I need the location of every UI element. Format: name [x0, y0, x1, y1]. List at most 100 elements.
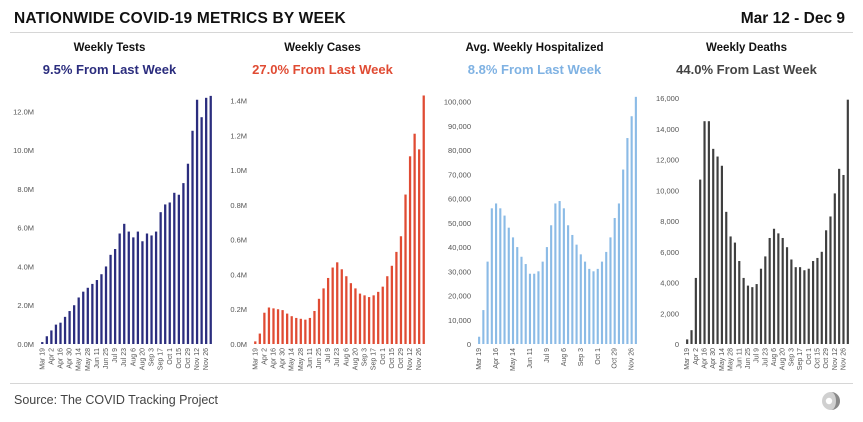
bar: [159, 212, 162, 344]
bar: [794, 267, 797, 344]
y-tick-label: 0.2M: [230, 305, 247, 314]
bar: [511, 237, 515, 344]
header: NATIONWIDE COVID-19 METRICS BY WEEK Mar …: [14, 8, 849, 32]
x-tick-label: Jun 11: [736, 348, 743, 369]
bar: [588, 268, 591, 344]
bar: [345, 276, 348, 344]
bar: [381, 286, 384, 344]
date-range: Mar 12 - Dec 9: [740, 10, 845, 27]
x-tick-label: Mar 19: [684, 348, 691, 370]
bar: [712, 148, 715, 344]
chart-title: Weekly Cases: [284, 42, 361, 54]
x-tick-label: Aug 6: [771, 348, 778, 366]
y-tick-label: 0.4M: [230, 270, 247, 279]
x-tick-label: Nov 26: [203, 348, 210, 370]
bar: [605, 251, 608, 344]
bar: [54, 324, 58, 344]
x-tick-label: Apr 2: [48, 348, 55, 365]
x-tick-label: Mar 19: [39, 348, 46, 370]
bar: [725, 211, 728, 344]
chart-change-label: 8.8% From Last Week: [467, 62, 602, 77]
bar: [829, 216, 832, 344]
bar: [59, 322, 62, 344]
bar: [520, 256, 523, 344]
footer-divider: [10, 383, 853, 384]
y-tick-label: 70,000: [448, 170, 471, 179]
x-tick-label: Jun 11: [94, 348, 101, 369]
bar: [182, 183, 185, 344]
bar: [363, 295, 366, 344]
x-tick-label: Sep 3: [149, 348, 156, 366]
x-tick-label: Aug 6: [343, 348, 350, 366]
y-tick-label: 2,000: [660, 309, 679, 318]
bar: [567, 225, 570, 344]
bar: [386, 276, 389, 344]
x-tick-label: Sep 17: [797, 348, 804, 370]
x-tick-label: Apr 30: [280, 348, 287, 369]
bar: [613, 218, 616, 344]
bar: [694, 277, 697, 344]
x-tick-label: Sep 3: [788, 348, 795, 366]
x-tick-label: Oct 29: [823, 348, 830, 369]
x-tick-label: Jul 9: [112, 348, 119, 363]
bar: [118, 233, 121, 344]
bar: [781, 237, 784, 344]
bar: [622, 169, 625, 344]
bar: [820, 251, 823, 344]
x-tick-label: Nov 26: [629, 348, 636, 370]
bar: [478, 336, 481, 344]
y-tick-label: 0.0M: [17, 340, 34, 349]
bar: [290, 316, 293, 344]
bar: [68, 311, 71, 344]
bar: [95, 280, 99, 344]
bar: [716, 156, 719, 344]
header-divider: [10, 32, 853, 33]
bar: [399, 236, 403, 344]
x-tick-label: Aug 6: [130, 348, 137, 366]
x-tick-label: Apr 2: [693, 348, 700, 365]
bar: [630, 116, 633, 344]
x-tick-label: Oct 1: [595, 348, 602, 365]
bar: [537, 271, 540, 344]
chart-panel-weekly-cases: Weekly Cases 27.0% From Last Week 0.0M 0.…: [217, 38, 428, 380]
bar: [562, 208, 565, 344]
chart-svg: 0 2,000 4,000 6,000 8,000 10,000 12,000 14,000 1…: [656, 94, 849, 371]
x-tick-label: Jun 11: [527, 348, 534, 369]
bar: [617, 203, 620, 344]
bar: [73, 305, 76, 344]
bar: [127, 231, 130, 344]
bar: [733, 242, 737, 344]
bar: [720, 165, 723, 344]
x-tick-label: Mar 19: [476, 348, 483, 370]
y-tick-label: 4.0M: [17, 262, 34, 271]
bar: [45, 336, 48, 344]
x-tick-label: Aug 20: [139, 348, 146, 370]
y-tick-label: 40,000: [448, 243, 471, 252]
x-tick-label: Apr 16: [270, 348, 277, 369]
bar: [331, 267, 334, 344]
bar: [123, 223, 126, 344]
source-note: Source: The COVID Tracking Project: [14, 393, 219, 407]
bar: [738, 261, 741, 344]
x-tick-label: Sep 3: [362, 348, 369, 366]
bar: [186, 163, 190, 344]
x-tick-label: Apr 30: [67, 348, 74, 369]
bar: [209, 95, 212, 344]
bar: [336, 262, 339, 344]
x-tick-label: Nov 12: [194, 348, 201, 370]
bar: [833, 193, 836, 344]
x-tick-label: Nov 12: [832, 348, 839, 370]
bar: [596, 268, 599, 344]
bar: [703, 121, 706, 344]
bar: [626, 138, 629, 344]
y-tick-label: 90,000: [448, 122, 471, 131]
y-tick-label: 4,000: [660, 279, 679, 288]
page-title: NATIONWIDE COVID-19 METRICS BY WEEK: [14, 10, 346, 27]
bar: [772, 228, 776, 344]
bar: [533, 273, 536, 344]
bar: [367, 297, 371, 344]
bar: [177, 194, 180, 344]
bar: [846, 99, 849, 345]
bar: [168, 202, 171, 344]
